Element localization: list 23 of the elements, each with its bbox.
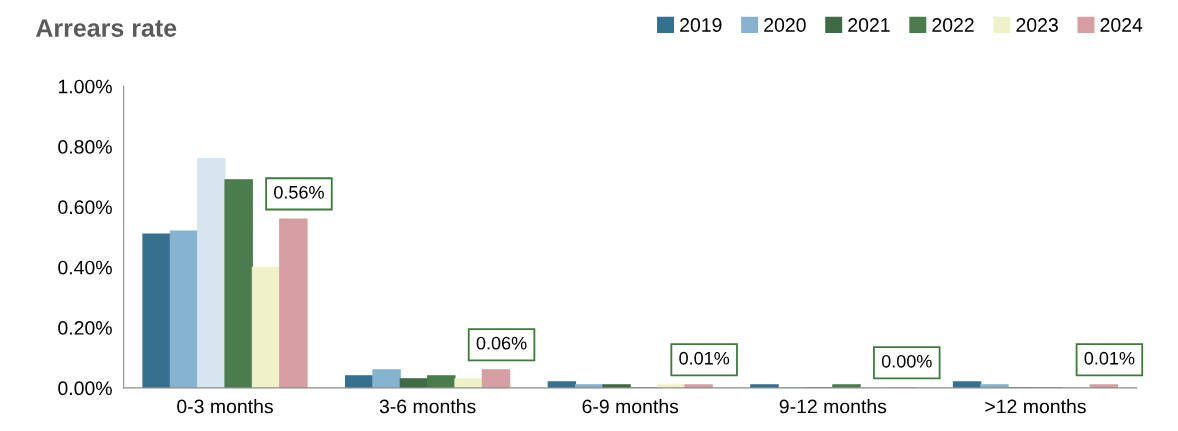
- legend-label: 2022: [932, 18, 974, 32]
- x-tick-label: >12 months: [985, 399, 1086, 414]
- x-tick-label: 9-12 months: [779, 399, 887, 414]
- x-tick-label: 6-9 months: [582, 399, 679, 414]
- legend-label: 2023: [1016, 18, 1058, 32]
- legend-label: 2020: [764, 18, 806, 32]
- x-tick-label: 0-3 months: [177, 399, 273, 414]
- data-label: 0.06%: [476, 336, 527, 350]
- y-tick-label: 0.40%: [58, 260, 112, 275]
- y-tick-label: 0.80%: [58, 140, 112, 154]
- y-tick-label: 0.20%: [58, 321, 112, 335]
- chart-title: Arrears rate: [35, 19, 177, 37]
- legend-label: 2021: [848, 18, 890, 32]
- legend-label: 2024: [1100, 18, 1143, 32]
- y-tick-label: 1.00%: [58, 79, 112, 94]
- legend-label: 2019: [680, 18, 722, 32]
- data-label: 0.56%: [274, 185, 324, 199]
- data-label: 0.01%: [1084, 351, 1135, 365]
- y-tick-label: 0.00%: [58, 381, 112, 396]
- data-label: 0.00%: [881, 354, 932, 368]
- y-tick-label: 0.60%: [58, 200, 112, 215]
- data-label: 0.01%: [679, 351, 730, 365]
- x-tick-label: 3-6 months: [379, 399, 476, 414]
